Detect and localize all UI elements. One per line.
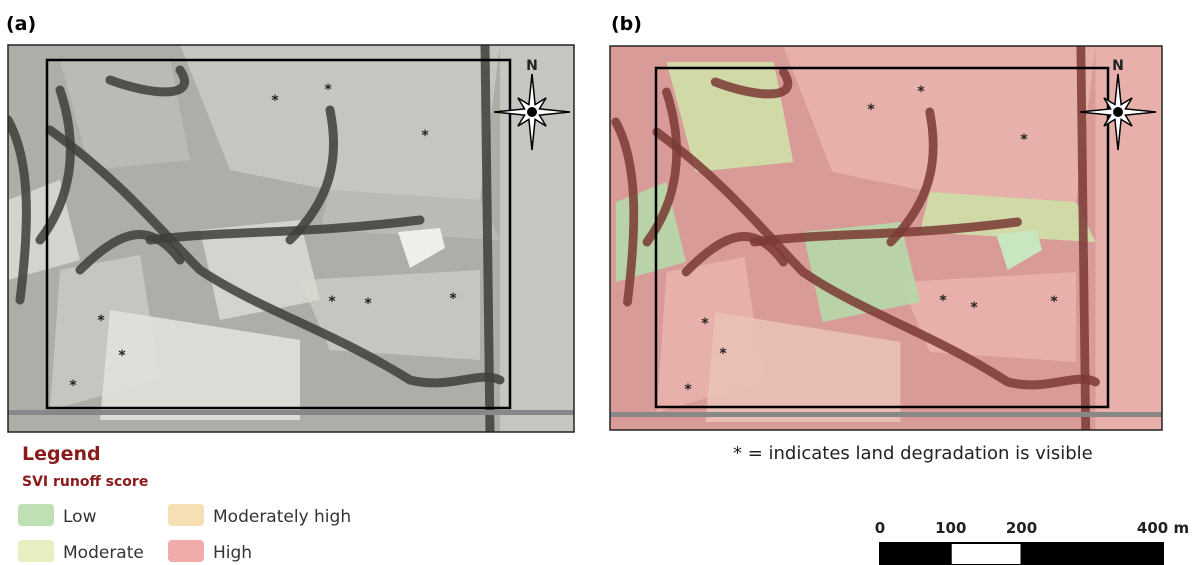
terrain xyxy=(0,0,580,440)
compass-center xyxy=(527,107,537,117)
aerial-map xyxy=(0,0,580,440)
legend-swatch xyxy=(18,540,54,562)
degradation-marker: * xyxy=(701,316,709,332)
scale-segment xyxy=(880,543,951,565)
legend-label: Moderately high xyxy=(213,507,351,527)
legend-subtitle: SVI runoff score xyxy=(22,474,148,490)
degradation-marker: * xyxy=(917,84,925,100)
legend-swatch xyxy=(168,504,204,526)
compass-center xyxy=(1113,107,1123,117)
degradation-marker: * xyxy=(97,313,105,329)
degradation-marker: * xyxy=(118,348,126,364)
north-label: N xyxy=(526,58,538,74)
legend-label: Moderate xyxy=(63,543,144,563)
degradation-marker: * xyxy=(719,346,727,362)
scale-segment xyxy=(1022,543,1164,565)
road xyxy=(608,412,1174,417)
degradation-marker: * xyxy=(271,93,279,109)
scale-bar: 0 100 200 400 m xyxy=(875,519,1189,565)
north-label: N xyxy=(1112,58,1124,74)
degradation-marker: * xyxy=(449,291,457,307)
legend-label: Low xyxy=(63,507,97,527)
scale-label: 200 xyxy=(1006,519,1037,537)
tree-line xyxy=(1081,47,1086,434)
degradation-marker: * xyxy=(328,294,336,310)
scale-label: 0 xyxy=(875,519,885,537)
degradation-marker: * xyxy=(939,293,947,309)
legend-title: Legend xyxy=(22,443,101,465)
road xyxy=(0,410,580,415)
panel-label: (b) xyxy=(611,13,642,35)
degradation-marker: * xyxy=(324,82,332,98)
degradation-marker: * xyxy=(421,128,429,144)
field xyxy=(1096,47,1168,434)
legend: Low Moderately high Moderate High xyxy=(18,504,351,563)
legend-swatch xyxy=(18,504,54,526)
legend-swatch xyxy=(168,540,204,562)
degradation-marker: * xyxy=(69,378,77,394)
scale-label: 100 xyxy=(935,519,966,537)
degradation-marker: * xyxy=(1020,132,1028,148)
degradation-marker: * xyxy=(684,382,692,398)
panel-label: (a) xyxy=(6,13,36,35)
degradation-marker: * xyxy=(970,300,978,316)
degradation-marker: * xyxy=(867,102,875,118)
tree-line xyxy=(485,45,490,432)
degradation-marker: * xyxy=(1050,294,1058,310)
legend-label: High xyxy=(213,543,252,563)
figure: (a) (b) N N * * * * * * * * * * * * * * * * * * Legend SVI … xyxy=(0,0,1195,565)
degradation-marker: * xyxy=(364,296,372,312)
scale-label: 400 m xyxy=(1137,519,1189,537)
scale-segment xyxy=(951,543,1022,565)
note: * = indicates land degradation is visibl… xyxy=(733,443,1093,464)
